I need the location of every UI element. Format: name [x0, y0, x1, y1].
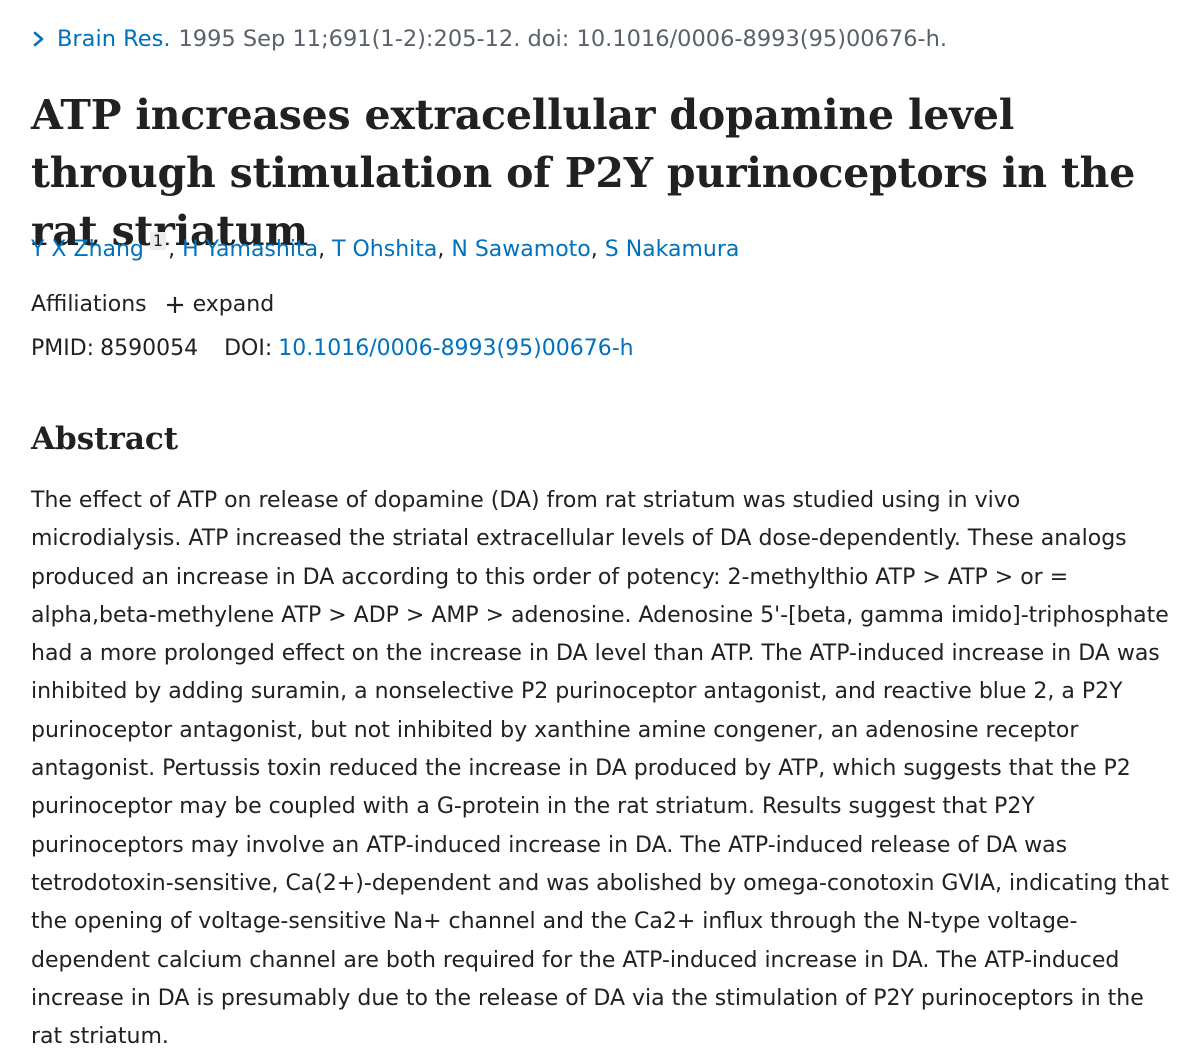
- abstract-heading: Abstract: [31, 421, 179, 457]
- pmid-label: PMID:: [31, 336, 95, 361]
- identifiers-row: PMID: 8590054 DOI: 10.1016/0006-8993(95)006…: [31, 334, 634, 364]
- author-link[interactable]: T Ohshita: [332, 237, 438, 262]
- chevron-right-icon[interactable]: [31, 28, 47, 50]
- author-link[interactable]: H Yamashita: [182, 237, 319, 262]
- author-separator: ,: [318, 237, 333, 262]
- author-separator: ,: [168, 237, 183, 262]
- expand-label: expand: [192, 292, 275, 317]
- author-link[interactable]: Y X Zhang: [31, 237, 144, 262]
- article-title: ATP increases extracellular dopamine lev…: [31, 91, 1136, 255]
- author-separator: ,: [437, 237, 452, 262]
- journal-link[interactable]: Brain Res.: [57, 26, 171, 52]
- affiliations-label: Affiliations: [31, 292, 147, 317]
- author-link[interactable]: S Nakamura: [604, 237, 740, 262]
- doi-link[interactable]: 10.1016/0006-8993(95)00676-h: [278, 336, 634, 361]
- citation-line: Brain Res. 1995 Sep 11;691(1-2):205-12. …: [31, 24, 947, 54]
- author-separator: ,: [590, 237, 605, 262]
- author-list: Y X Zhang 1, H Yamashita, T Ohshita, N Sa…: [31, 232, 739, 265]
- author-link[interactable]: N Sawamoto: [451, 237, 591, 262]
- plus-icon: [165, 295, 185, 315]
- affiliation-ref-badge[interactable]: 1: [149, 232, 167, 250]
- doi-label: DOI:: [224, 336, 273, 361]
- abstract-text: The effect of ATP on release of dopamine…: [31, 488, 1170, 1050]
- citation-details: 1995 Sep 11;691(1-2):205-12. doi: 10.101…: [178, 26, 948, 52]
- expand-affiliations-button[interactable]: expand: [165, 290, 275, 320]
- pmid-value: 8590054: [100, 336, 199, 361]
- affiliations-row: Affiliations expand: [31, 290, 274, 320]
